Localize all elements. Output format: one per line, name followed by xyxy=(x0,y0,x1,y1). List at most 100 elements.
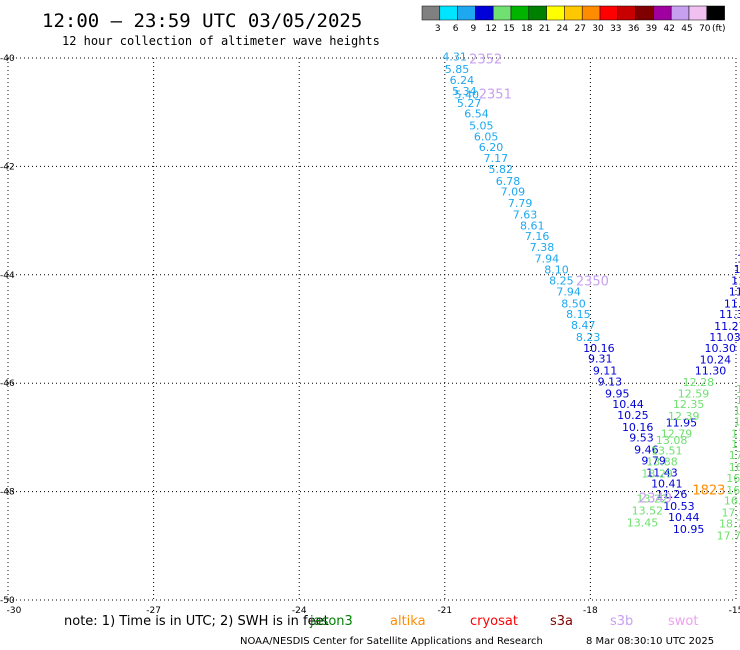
lon-tick-label: -30 xyxy=(7,606,22,616)
map-subtitle: 12 hour collection of altimeter wave hei… xyxy=(62,34,380,48)
legend-label: 27 xyxy=(574,24,585,34)
wave-height-value: 9.46 xyxy=(634,444,659,457)
wave-height-value: 13.51 xyxy=(651,445,683,458)
wave-height-value: 13.29 xyxy=(641,468,673,481)
lat-tick-label: -50 xyxy=(0,596,15,606)
wave-height-value: 13.22 xyxy=(637,492,669,505)
pass-labels: 2352 2351 2350 2349 1823 xyxy=(469,52,725,506)
wave-height-value: 11.30 xyxy=(695,365,727,378)
satellite-legend: jason3 altika cryosat s3a s3b swot xyxy=(309,614,698,629)
wave-height-legend: 3 6 9 12 15 18 21 24 27 30 33 36 39 42 45 70 xyxy=(421,5,725,34)
wave-height-value: 7.38 xyxy=(530,241,555,254)
lat-tick-label: -42 xyxy=(0,162,15,172)
wave-height-value: 12.39 xyxy=(668,410,700,423)
wave-height-value: 7.79 xyxy=(508,197,532,210)
wave-height-value: 7.16 xyxy=(525,230,550,243)
wave-height-value: 9.11 xyxy=(593,365,618,378)
wave-height-value: 11.43 xyxy=(646,466,678,479)
legend-label: 39 xyxy=(646,24,658,34)
wave-height-value: 11.55 xyxy=(724,297,740,310)
wave-height-value: 17 xyxy=(731,427,740,440)
wave-height-value: 6.78 xyxy=(496,175,521,188)
satellite-name: jason3 xyxy=(309,614,353,629)
satellite-name: cryosat xyxy=(470,614,518,629)
altimeter-tracks: 4.315.856.245.345.405.276.545.056.056.20… xyxy=(442,51,740,543)
legend-label: 33 xyxy=(610,24,621,34)
legend-label: 24 xyxy=(557,24,569,34)
wave-height-value: 6.54 xyxy=(464,108,489,121)
lon-tick-label: -18 xyxy=(583,606,598,616)
wave-height-value: 11.95 xyxy=(666,417,698,430)
wave-height-value: 5.34 xyxy=(452,85,477,98)
pass-number: 2350 xyxy=(576,275,609,290)
wave-height-value: 10.24 xyxy=(700,354,732,367)
satellite-name: altika xyxy=(390,614,426,629)
wave-height-value: 16.8 xyxy=(729,461,740,474)
wave-height-value: 10. xyxy=(738,240,740,253)
legend-swatch xyxy=(564,5,583,21)
legend-swatch xyxy=(510,5,530,21)
wave-height-value: 9.53 xyxy=(629,432,654,445)
legend-label: 45 xyxy=(681,24,692,34)
wave-height-value: 7.09 xyxy=(501,186,526,199)
wave-height-value: 10.44 xyxy=(668,511,700,524)
wave-height-value: 4.31 xyxy=(442,51,467,64)
legend-swatch xyxy=(706,5,725,21)
legend-swatch xyxy=(670,5,690,21)
lon-tick-label: -27 xyxy=(146,606,161,616)
legend-label: 6 xyxy=(453,24,459,34)
wave-height-value: 8.47 xyxy=(571,319,596,332)
wave-height-value: 6.24 xyxy=(450,74,475,87)
wave-height-value: 9.79 xyxy=(641,455,666,468)
lon-tick-label: -15 xyxy=(729,606,740,616)
wave-height-value: 10.95 xyxy=(673,523,705,536)
wave-height-value: 11.26 xyxy=(656,488,688,501)
map-title: 12:00 – 23:59 UTC 03/05/2025 xyxy=(42,10,362,32)
wave-height-value: 13.88 xyxy=(646,456,678,469)
satellite-name: swot xyxy=(668,614,698,629)
legend-swatch xyxy=(546,5,565,21)
wave-height-value: 10.30 xyxy=(704,342,736,355)
wave-height-value: 17. xyxy=(731,438,740,451)
wave-height-value: 10.16 xyxy=(622,421,654,434)
pass-number: 2351 xyxy=(479,88,512,103)
legend-swatch xyxy=(439,5,458,21)
wave-height-value: 9.13 xyxy=(598,375,623,388)
lat-tick-label: -48 xyxy=(0,488,15,498)
legend-swatch xyxy=(528,5,547,21)
legend-label: 30 xyxy=(592,24,604,34)
wave-height-value: 12.28 xyxy=(683,376,715,389)
legend-swatch xyxy=(421,5,441,21)
wave-height-value: 16.3 xyxy=(726,484,740,497)
legend-label: 70 xyxy=(699,24,711,34)
lon-tick-label: -21 xyxy=(437,606,452,616)
wave-height-value: 17.74 xyxy=(717,529,740,542)
lat-tick-label: -44 xyxy=(0,271,15,281)
wave-height-value: 10.25 xyxy=(617,409,649,422)
lat-lon-grid xyxy=(7,57,737,601)
wave-height-value: 5.40 xyxy=(455,89,480,102)
wave-height-value: 7.94 xyxy=(535,252,560,265)
wave-height-value: 11.84 xyxy=(731,275,740,288)
wave-height-value: 6.05 xyxy=(474,130,499,143)
legend-label: 15 xyxy=(503,24,514,34)
wave-height-value: 5.05 xyxy=(469,120,494,133)
legend-label: 9 xyxy=(471,24,477,34)
wave-height-value: 12.35 xyxy=(673,398,705,411)
legend-swatch xyxy=(599,5,619,21)
lat-tick-label: -46 xyxy=(0,379,15,389)
wave-height-value: 13.45 xyxy=(627,516,659,529)
timestamp-text: 8 Mar 08:30:10 UTC 2025 xyxy=(586,636,714,647)
lat-tick-label: -40 xyxy=(0,54,15,64)
credit-text: NOAA/NESDIS Center for Satellite Applica… xyxy=(240,636,543,647)
legend-label: 42 xyxy=(663,24,674,34)
wave-height-value: 11.33 xyxy=(729,285,740,298)
wave-height-value: 17. xyxy=(729,449,740,462)
wave-height-value: 8.10 xyxy=(544,264,569,277)
wave-height-value: 18.74 xyxy=(719,517,740,530)
wave-height-value: 17.69 xyxy=(721,507,740,520)
legend-label: 21 xyxy=(539,24,550,34)
legend-swatch xyxy=(457,5,476,21)
wave-height-value: 11.03 xyxy=(709,331,740,344)
